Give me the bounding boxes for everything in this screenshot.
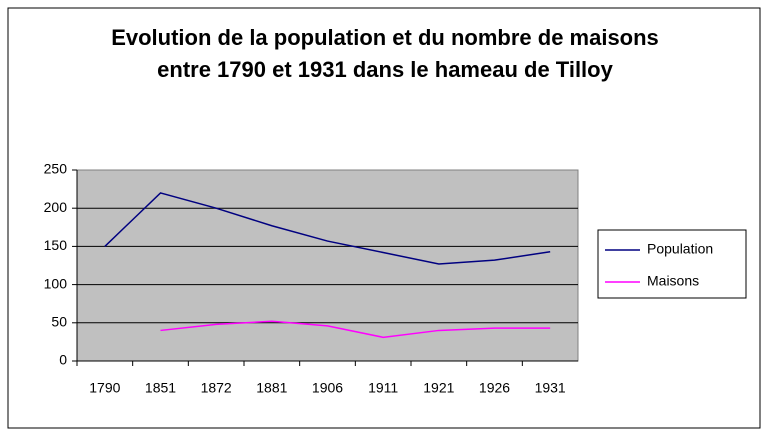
- x-tick-label: 1911: [368, 380, 398, 396]
- y-tick-label: 0: [59, 352, 67, 368]
- y-tick-label: 100: [44, 275, 68, 291]
- legend: [597, 229, 747, 299]
- x-tick-label: 1851: [145, 380, 176, 396]
- x-tick-label: 1881: [256, 380, 287, 396]
- plot-area: [76, 169, 579, 362]
- series-line: [160, 320, 551, 339]
- series-line: [104, 192, 551, 265]
- chart-title: Evolution de la population et du nombre …: [111, 25, 659, 82]
- x-tick-label: 1906: [312, 380, 343, 396]
- x-tick-label: 1872: [201, 380, 232, 396]
- x-tick-label: 1790: [89, 380, 120, 396]
- x-tick-label: 1921: [423, 380, 454, 396]
- y-tick-label: 150: [44, 237, 68, 253]
- y-tick-label: 200: [44, 199, 68, 215]
- y-tick-label: 250: [44, 161, 68, 177]
- legend-label: Maisons: [647, 273, 699, 289]
- legend-label: Population: [647, 241, 713, 257]
- x-tick-label: 1931: [535, 380, 566, 396]
- y-tick-label: 50: [51, 314, 67, 330]
- x-tick-label: 1926: [479, 380, 510, 396]
